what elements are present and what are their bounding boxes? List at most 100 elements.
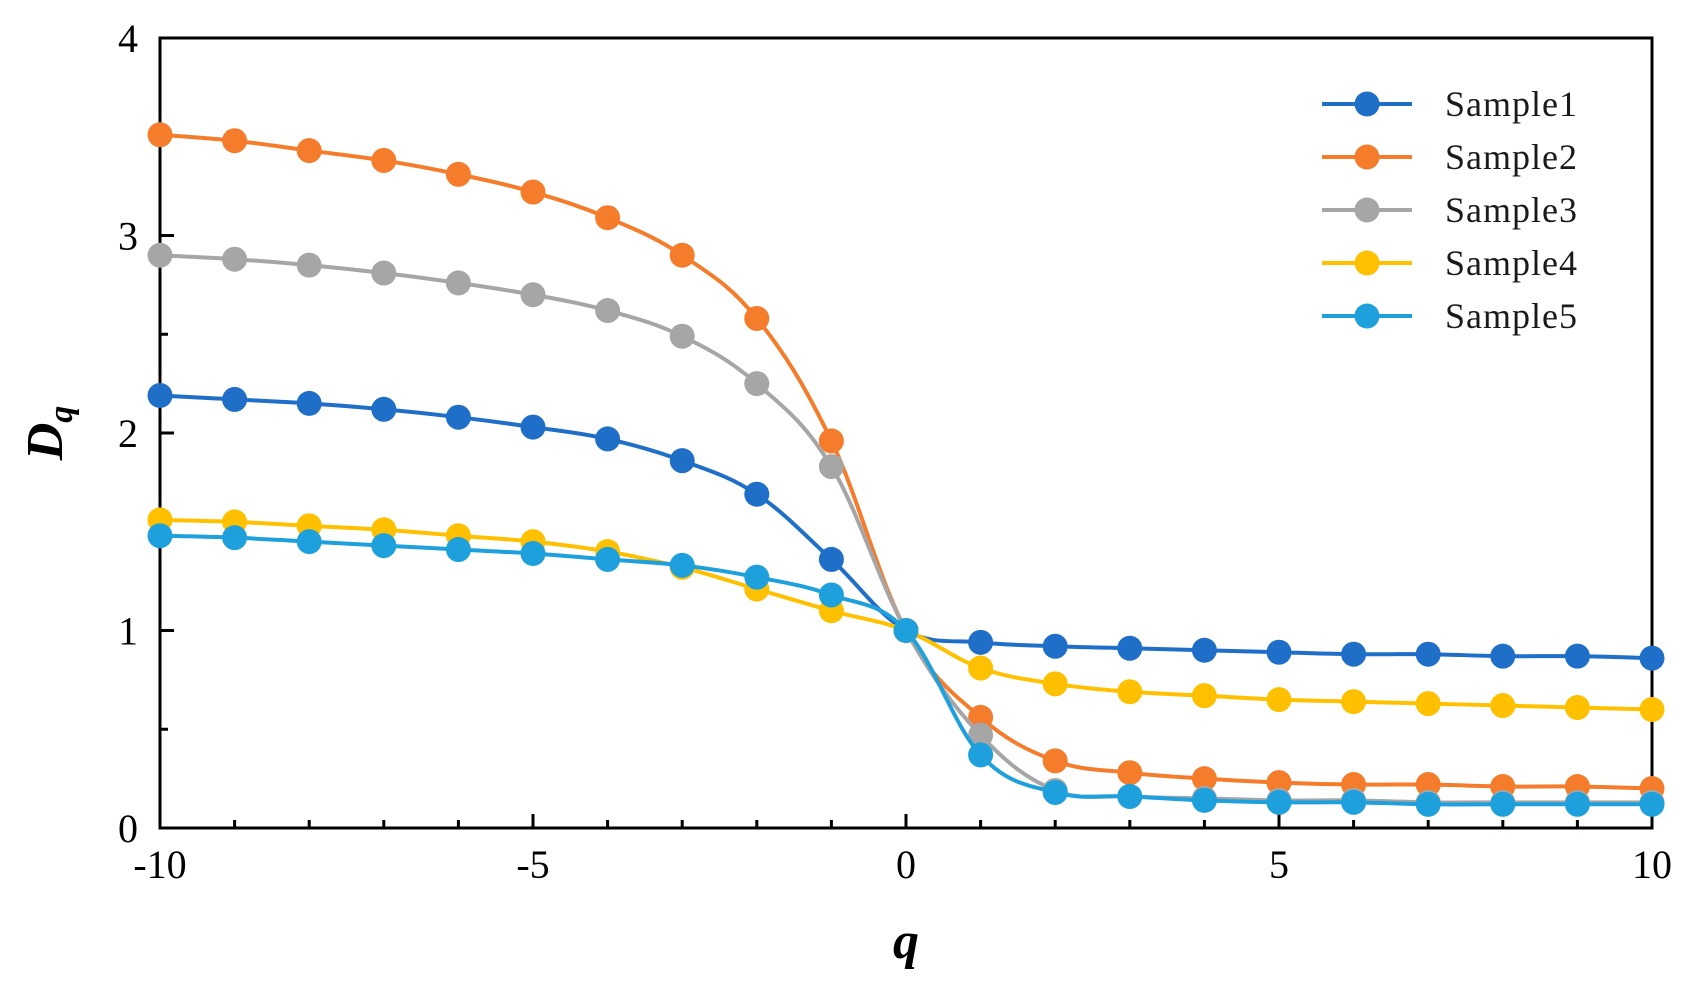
data-point (147, 242, 173, 268)
data-point (669, 242, 695, 268)
x-tick-label: -10 (133, 842, 186, 887)
data-point (818, 454, 844, 480)
data-point (1042, 748, 1068, 774)
series-line (158, 533, 1654, 807)
legend-marker (1354, 250, 1380, 276)
data-point (1639, 791, 1665, 817)
data-point (1415, 791, 1441, 817)
data-point (1117, 783, 1143, 809)
y-tick-label: 1 (118, 609, 138, 654)
data-point (968, 704, 994, 730)
data-point (1341, 789, 1367, 815)
legend-label: Sample4 (1445, 243, 1578, 283)
x-axis-title: q (893, 913, 919, 970)
data-point (1639, 697, 1665, 722)
data-point (1191, 766, 1217, 792)
data-point (296, 138, 322, 164)
data-point (1266, 789, 1292, 815)
legend-label: Sample2 (1445, 137, 1578, 177)
data-point (1415, 772, 1441, 798)
data-point (595, 205, 621, 231)
data-point (968, 742, 994, 768)
data-point (520, 282, 546, 308)
data-point (595, 546, 621, 572)
series-line (158, 132, 1654, 791)
data-point (669, 323, 695, 349)
legend-marker (1354, 144, 1380, 170)
data-point (1564, 695, 1590, 721)
data-point (1564, 791, 1590, 817)
data-point (1117, 760, 1143, 786)
data-point (1117, 679, 1143, 705)
data-point (296, 529, 322, 555)
data-point (445, 404, 471, 430)
data-point (1341, 641, 1367, 667)
data-point (445, 161, 471, 187)
legend-item-sample5: Sample5 (1322, 296, 1578, 336)
x-tick-label: -5 (516, 842, 549, 887)
data-point (1117, 635, 1143, 661)
data-point (968, 655, 994, 681)
legend-label: Sample1 (1445, 84, 1578, 124)
legend-item-sample3: Sample3 (1322, 190, 1578, 230)
legend-marker (1354, 91, 1380, 117)
legend-item-sample4: Sample4 (1322, 243, 1578, 283)
data-point (1266, 639, 1292, 665)
axis-ticks: -10 -5 0 5 10 0 1 2 3 4 (118, 16, 1672, 887)
data-point (1341, 689, 1367, 715)
data-point (296, 252, 322, 278)
data-point (520, 540, 546, 566)
data-point (968, 629, 994, 655)
series-layer (147, 122, 1665, 817)
data-point (147, 122, 173, 148)
data-point (669, 448, 695, 474)
legend-item-sample2: Sample2 (1322, 137, 1578, 177)
legend: Sample1 Sample2 Sample3 Sample4 Sample5 (1322, 84, 1578, 336)
data-point (744, 564, 770, 590)
x-tick-label: 10 (1632, 842, 1672, 887)
data-point (1490, 791, 1516, 817)
data-point (445, 537, 471, 563)
data-point (147, 523, 173, 549)
y-tick-label: 4 (118, 16, 138, 61)
data-point (1639, 645, 1665, 671)
data-point (744, 305, 770, 331)
y-tick-label: 0 (118, 806, 138, 851)
data-point (595, 426, 621, 452)
data-point (296, 390, 322, 416)
x-tick-label: 5 (1269, 842, 1289, 887)
data-point (222, 246, 248, 272)
data-point (1191, 787, 1217, 813)
data-point (1191, 683, 1217, 709)
x-tick-label: 0 (896, 842, 916, 887)
data-point (371, 260, 397, 286)
legend-label: Sample3 (1445, 190, 1578, 230)
y-axis-title-subscript: q (43, 406, 80, 423)
data-point (371, 147, 397, 173)
data-point (1415, 691, 1441, 717)
data-point (1415, 641, 1441, 667)
y-tick-label: 2 (118, 411, 138, 456)
data-point (595, 298, 621, 324)
data-point (1266, 687, 1292, 713)
data-point (1266, 770, 1292, 796)
data-point (818, 582, 844, 608)
data-point (1042, 779, 1068, 805)
data-point (520, 179, 546, 205)
data-point (1191, 637, 1217, 663)
data-point (1490, 643, 1516, 669)
data-point (1042, 671, 1068, 697)
legend-marker (1354, 303, 1380, 329)
data-point (222, 128, 248, 154)
data-point (818, 546, 844, 572)
data-point (222, 525, 248, 551)
data-point (445, 270, 471, 296)
data-point (222, 386, 248, 412)
data-point (669, 552, 695, 578)
data-point (1490, 693, 1516, 719)
data-point (1564, 643, 1590, 669)
legend-label: Sample5 (1445, 296, 1578, 336)
data-point (968, 722, 994, 748)
series-sample5 (147, 523, 1665, 817)
